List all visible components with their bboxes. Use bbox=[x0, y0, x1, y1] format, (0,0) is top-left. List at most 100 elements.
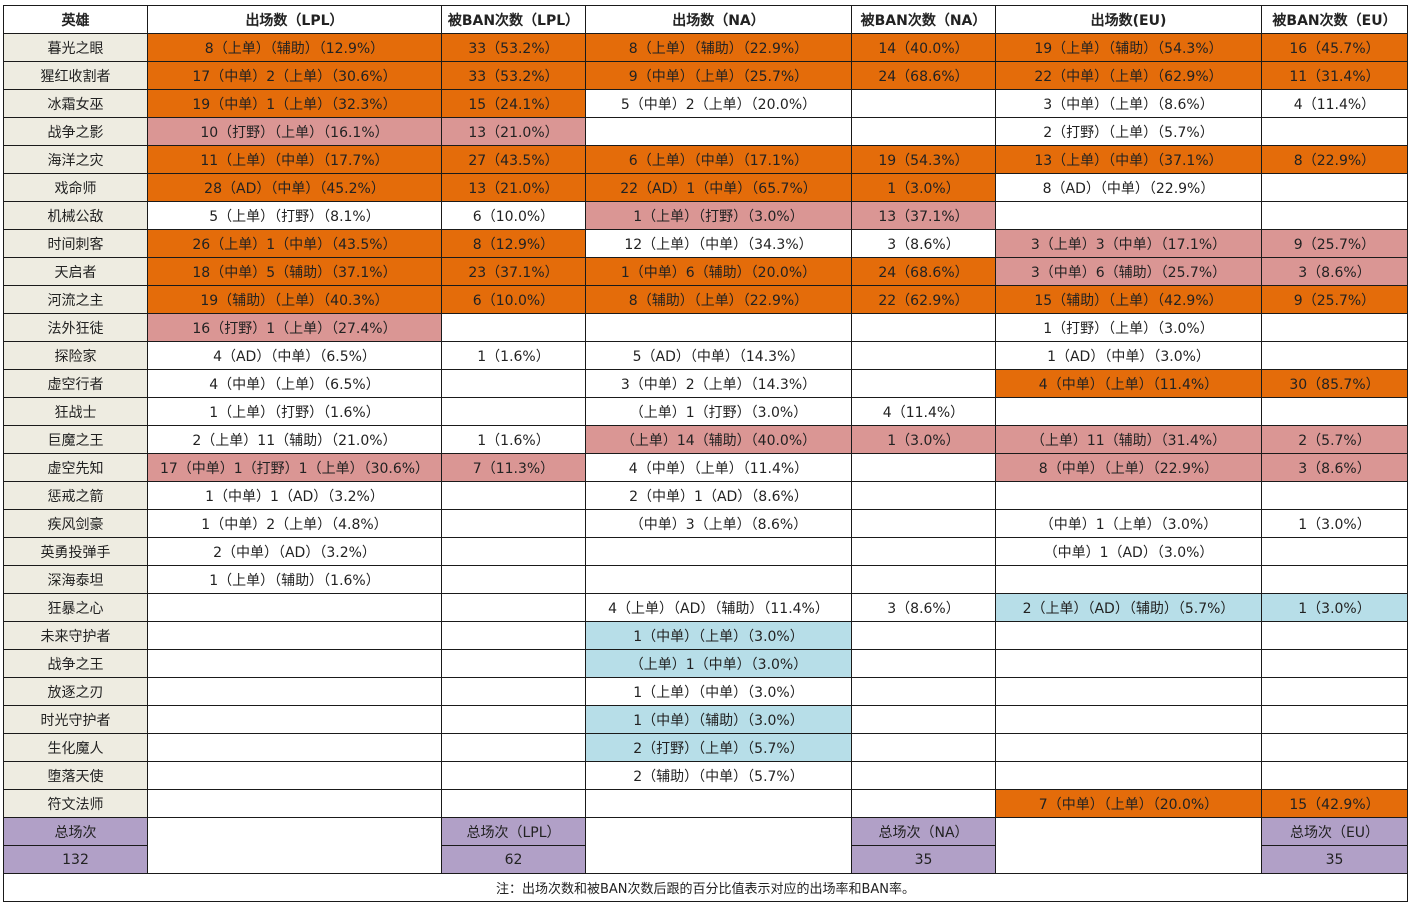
hero-name-cell[interactable]: 猩红收割者 bbox=[3, 61, 148, 90]
eu-bans-cell[interactable]: 11（31.4%） bbox=[1261, 61, 1408, 90]
eu-bans-cell[interactable] bbox=[1261, 621, 1408, 650]
eu-picks-cell[interactable] bbox=[995, 397, 1262, 426]
na-bans-cell[interactable]: 13（37.1%） bbox=[851, 201, 996, 230]
na-bans-cell[interactable] bbox=[851, 565, 996, 594]
na-bans-cell[interactable]: 1（3.0%） bbox=[851, 173, 996, 202]
lpl-picks-cell[interactable] bbox=[147, 593, 442, 622]
footnote[interactable]: 注：出场次数和被BAN次数后跟的百分比值表示对应的出场率和BAN率。 bbox=[3, 873, 1408, 902]
na-picks-cell[interactable]: 6（上单）（中单）（17.1%） bbox=[585, 145, 852, 174]
eu-bans-cell[interactable]: 1（3.0%） bbox=[1261, 593, 1408, 622]
eu-picks-cell[interactable]: 1（打野）（上单）（3.0%） bbox=[995, 313, 1262, 342]
header-na-bans[interactable]: 被BAN次数（NA） bbox=[851, 5, 996, 34]
na-bans-cell[interactable]: 24（68.6%） bbox=[851, 257, 996, 286]
eu-picks-cell[interactable] bbox=[995, 201, 1262, 230]
lpl-picks-cell[interactable]: 4（AD）（中单）（6.5%） bbox=[147, 341, 442, 370]
na-bans-cell[interactable]: 19（54.3%） bbox=[851, 145, 996, 174]
na-picks-cell[interactable]: 5（中单）2（上单）（20.0%） bbox=[585, 89, 852, 118]
eu-picks-cell[interactable]: 13（上单）（中单）（37.1%） bbox=[995, 145, 1262, 174]
lpl-bans-cell[interactable] bbox=[441, 397, 586, 426]
hero-name-cell[interactable]: 战争之王 bbox=[3, 649, 148, 678]
na-picks-cell[interactable]: （上单）14（辅助）（40.0%） bbox=[585, 425, 852, 454]
lpl-picks-cell[interactable]: 19（辅助）（上单）（40.3%） bbox=[147, 285, 442, 314]
hero-name-cell[interactable]: 虚空行者 bbox=[3, 369, 148, 398]
lpl-picks-cell[interactable]: 11（上单）（中单）（17.7%） bbox=[147, 145, 442, 174]
eu-games-label[interactable]: 总场次（EU） bbox=[1261, 817, 1408, 846]
na-bans-cell[interactable]: 22（62.9%） bbox=[851, 285, 996, 314]
lpl-bans-cell[interactable] bbox=[441, 537, 586, 566]
lpl-picks-cell[interactable]: 2（上单）11（辅助）（21.0%） bbox=[147, 425, 442, 454]
eu-games-value[interactable]: 35 bbox=[1261, 845, 1408, 874]
na-picks-cell[interactable]: 3（中单）2（上单）（14.3%） bbox=[585, 369, 852, 398]
eu-bans-cell[interactable] bbox=[1261, 201, 1408, 230]
na-picks-cell[interactable]: 1（中单）（上单）（3.0%） bbox=[585, 621, 852, 650]
lpl-bans-cell[interactable] bbox=[441, 481, 586, 510]
header-lpl-bans[interactable]: 被BAN次数（LPL） bbox=[441, 5, 586, 34]
na-bans-cell[interactable]: 3（8.6%） bbox=[851, 229, 996, 258]
eu-picks-cell[interactable]: 3（中单）6（辅助）（25.7%） bbox=[995, 257, 1262, 286]
na-bans-cell[interactable] bbox=[851, 649, 996, 678]
na-bans-cell[interactable] bbox=[851, 677, 996, 706]
eu-bans-cell[interactable]: 3（8.6%） bbox=[1261, 257, 1408, 286]
lpl-picks-cell[interactable] bbox=[147, 677, 442, 706]
lpl-bans-cell[interactable] bbox=[441, 733, 586, 762]
lpl-picks-cell[interactable] bbox=[147, 761, 442, 790]
eu-bans-cell[interactable] bbox=[1261, 173, 1408, 202]
eu-picks-cell[interactable] bbox=[995, 733, 1262, 762]
lpl-picks-cell[interactable] bbox=[147, 649, 442, 678]
eu-bans-cell[interactable] bbox=[1261, 313, 1408, 342]
hero-name-cell[interactable]: 海洋之灾 bbox=[3, 145, 148, 174]
na-picks-cell[interactable] bbox=[585, 565, 852, 594]
lpl-picks-cell[interactable]: 16（打野）1（上单）（27.4%） bbox=[147, 313, 442, 342]
hero-name-cell[interactable]: 巨魔之王 bbox=[3, 425, 148, 454]
lpl-bans-cell[interactable] bbox=[441, 369, 586, 398]
lpl-picks-cell[interactable]: 8（上单）（辅助）（12.9%） bbox=[147, 33, 442, 62]
hero-name-cell[interactable]: 狂暴之心 bbox=[3, 593, 148, 622]
eu-picks-cell[interactable]: 22（中单）（上单）（62.9%） bbox=[995, 61, 1262, 90]
eu-picks-cell[interactable]: 7（中单）（上单）（20.0%） bbox=[995, 789, 1262, 818]
lpl-bans-cell[interactable]: 33（53.2%） bbox=[441, 33, 586, 62]
lpl-bans-cell[interactable] bbox=[441, 313, 586, 342]
na-bans-cell[interactable]: 1（3.0%） bbox=[851, 425, 996, 454]
header-lpl-picks[interactable]: 出场数（LPL） bbox=[147, 5, 442, 34]
hero-name-cell[interactable]: 戏命师 bbox=[3, 173, 148, 202]
na-picks-cell[interactable]: 2（辅助）（中单）（5.7%） bbox=[585, 761, 852, 790]
lpl-bans-cell[interactable] bbox=[441, 509, 586, 538]
lpl-picks-cell[interactable]: 1（上单）（辅助）（1.6%） bbox=[147, 565, 442, 594]
eu-picks-cell[interactable]: 3（中单）（上单）（8.6%） bbox=[995, 89, 1262, 118]
eu-bans-cell[interactable] bbox=[1261, 341, 1408, 370]
lpl-picks-cell[interactable]: 10（打野）（上单）（16.1%） bbox=[147, 117, 442, 146]
na-bans-cell[interactable]: 24（68.6%） bbox=[851, 61, 996, 90]
na-bans-cell[interactable] bbox=[851, 733, 996, 762]
na-bans-cell[interactable] bbox=[851, 453, 996, 482]
na-bans-cell[interactable] bbox=[851, 369, 996, 398]
na-bans-cell[interactable]: 3（8.6%） bbox=[851, 593, 996, 622]
eu-picks-cell[interactable] bbox=[995, 677, 1262, 706]
hero-name-cell[interactable]: 狂战士 bbox=[3, 397, 148, 426]
empty-cell[interactable] bbox=[585, 817, 852, 874]
eu-bans-cell[interactable]: 9（25.7%） bbox=[1261, 285, 1408, 314]
eu-bans-cell[interactable] bbox=[1261, 677, 1408, 706]
eu-bans-cell[interactable] bbox=[1261, 705, 1408, 734]
lpl-bans-cell[interactable]: 6（10.0%） bbox=[441, 285, 586, 314]
na-picks-cell[interactable]: 8（辅助）（上单）（22.9%） bbox=[585, 285, 852, 314]
lpl-picks-cell[interactable] bbox=[147, 621, 442, 650]
eu-picks-cell[interactable] bbox=[995, 649, 1262, 678]
hero-name-cell[interactable]: 放逐之刃 bbox=[3, 677, 148, 706]
lpl-picks-cell[interactable]: 2（中单）（AD）（3.2%） bbox=[147, 537, 442, 566]
na-picks-cell[interactable]: 8（上单）（辅助）（22.9%） bbox=[585, 33, 852, 62]
total-games-label[interactable]: 总场次 bbox=[3, 817, 148, 846]
na-games-value[interactable]: 35 bbox=[851, 845, 996, 874]
na-bans-cell[interactable]: 14（40.0%） bbox=[851, 33, 996, 62]
lpl-picks-cell[interactable]: 1（中单）1（AD）（3.2%） bbox=[147, 481, 442, 510]
lpl-picks-cell[interactable]: 17（中单）2（上单）（30.6%） bbox=[147, 61, 442, 90]
eu-picks-cell[interactable]: 8（中单）（上单）（22.9%） bbox=[995, 453, 1262, 482]
eu-picks-cell[interactable]: （中单）1（AD）（3.0%） bbox=[995, 537, 1262, 566]
na-bans-cell[interactable] bbox=[851, 789, 996, 818]
total-games-value[interactable]: 132 bbox=[3, 845, 148, 874]
hero-name-cell[interactable]: 探险家 bbox=[3, 341, 148, 370]
lpl-picks-cell[interactable]: 19（中单）1（上单）（32.3%） bbox=[147, 89, 442, 118]
na-picks-cell[interactable]: 1（上单）（中单）（3.0%） bbox=[585, 677, 852, 706]
na-picks-cell[interactable]: 9（中单）（上单）（25.7%） bbox=[585, 61, 852, 90]
hero-name-cell[interactable]: 冰霜女巫 bbox=[3, 89, 148, 118]
eu-picks-cell[interactable]: 19（上单）（辅助）（54.3%） bbox=[995, 33, 1262, 62]
